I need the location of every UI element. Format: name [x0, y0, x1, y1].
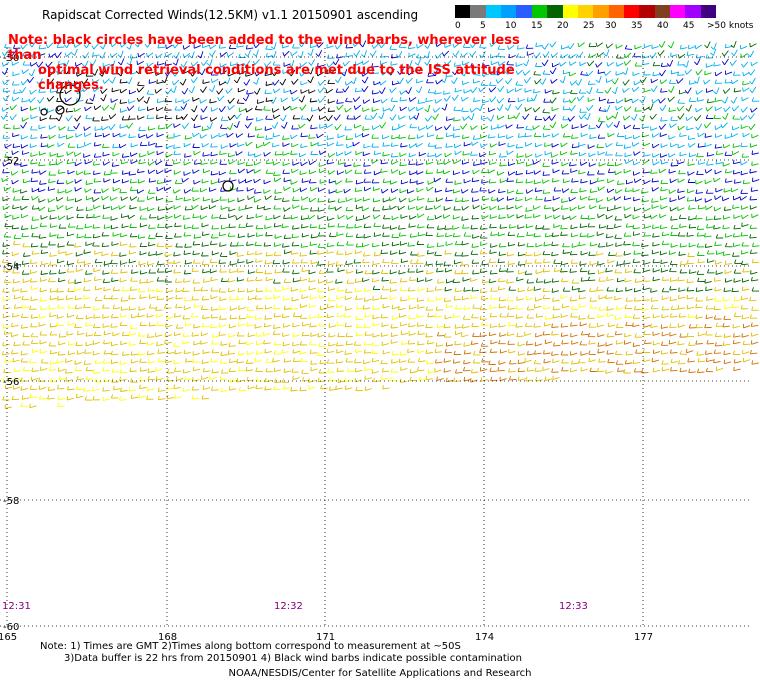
legend-swatch [562, 5, 578, 18]
legend-label: >50 knots [707, 21, 754, 31]
legend-label: 20 [557, 21, 569, 31]
legend-swatch [670, 5, 686, 18]
attitude-note: Note: black circles have been added to t… [8, 33, 548, 93]
legend-color-bar [455, 5, 717, 18]
legend-swatch [623, 5, 640, 18]
latitude-label: -54 [3, 262, 19, 273]
wind-barb-group [1, 40, 760, 203]
contamination-circle [40, 108, 48, 116]
latitude-label: -50 [3, 53, 19, 64]
legend-label: 10 [505, 21, 517, 31]
legend-swatch [455, 5, 471, 18]
wind-barb-group [435, 314, 759, 383]
latitude-label: -60 [3, 622, 19, 633]
longitude-label: 171 [316, 632, 335, 643]
legend-label: 45 [683, 21, 695, 31]
wind-barbs-layer [0, 40, 760, 409]
legend-swatch [654, 5, 671, 18]
longitude-label: 165 [0, 632, 17, 643]
legend-swatch [685, 5, 701, 18]
wind-barb-group [39, 67, 336, 122]
longitude-label: 177 [634, 632, 653, 643]
legend-swatch [700, 5, 717, 18]
time-label: 12:32 [274, 601, 303, 612]
legend-label: 5 [480, 21, 486, 31]
legend-swatch [639, 5, 655, 18]
lat-lon-grid [0, 48, 749, 628]
longitude-label: 174 [475, 632, 494, 643]
legend-swatch [593, 5, 609, 18]
legend-label: 35 [631, 21, 643, 31]
contamination-circle [222, 180, 234, 192]
footer-note-line-1: Note: 1) Times are GMT 2)Times along bot… [40, 641, 461, 652]
legend-label: 25 [583, 21, 595, 31]
legend-swatch [501, 5, 517, 18]
latitude-label: -58 [3, 496, 19, 507]
legend-label: 40 [657, 21, 669, 31]
wind-barb-group [1, 40, 760, 256]
footer-note-line-2: 3)Data buffer is 22 hrs from 20150901 4)… [64, 653, 522, 664]
legend-swatch [470, 5, 486, 18]
contamination-circle [55, 105, 65, 115]
credit-line: NOAA/NESDIS/Center for Satellite Applica… [228, 668, 532, 679]
latitude-label: -52 [3, 156, 19, 167]
legend-swatch [485, 5, 502, 18]
wind-barb-group [2, 240, 760, 409]
legend-labels: 0 5 10 15 20 25 30 35 40 45 >50 knots [455, 21, 755, 35]
legend-swatch [516, 5, 532, 18]
footer-notes: Note: 1) Times are GMT 2)Times along bot… [40, 641, 522, 665]
legend-swatch [547, 5, 563, 18]
contamination-circle [59, 84, 81, 106]
legend-label: 30 [605, 21, 617, 31]
contamination-markers [40, 84, 234, 192]
time-label: 12:33 [559, 601, 588, 612]
wind-barb-group [2, 40, 760, 293]
legend-swatch [577, 5, 594, 18]
legend-label: 0 [455, 21, 461, 31]
legend-label: 15 [531, 21, 543, 31]
legend-swatch [608, 5, 624, 18]
time-label: 12:31 [2, 601, 31, 612]
attitude-note-line-2: optimal wind retrieval conditions are me… [38, 63, 515, 93]
wind-barb-group [0, 40, 760, 166]
attitude-note-line-1: Note: black circles have been added to t… [8, 33, 520, 63]
latitude-label: -56 [3, 377, 19, 388]
legend-swatch [531, 5, 548, 18]
longitude-label: 168 [158, 632, 177, 643]
wind-speed-legend: 0 5 10 15 20 25 30 35 40 45 >50 knots [455, 5, 755, 35]
map-title: Rapidscat Corrected Winds(12.5KM) v1.1 2… [42, 8, 419, 22]
wind-barb-group [2, 285, 742, 408]
